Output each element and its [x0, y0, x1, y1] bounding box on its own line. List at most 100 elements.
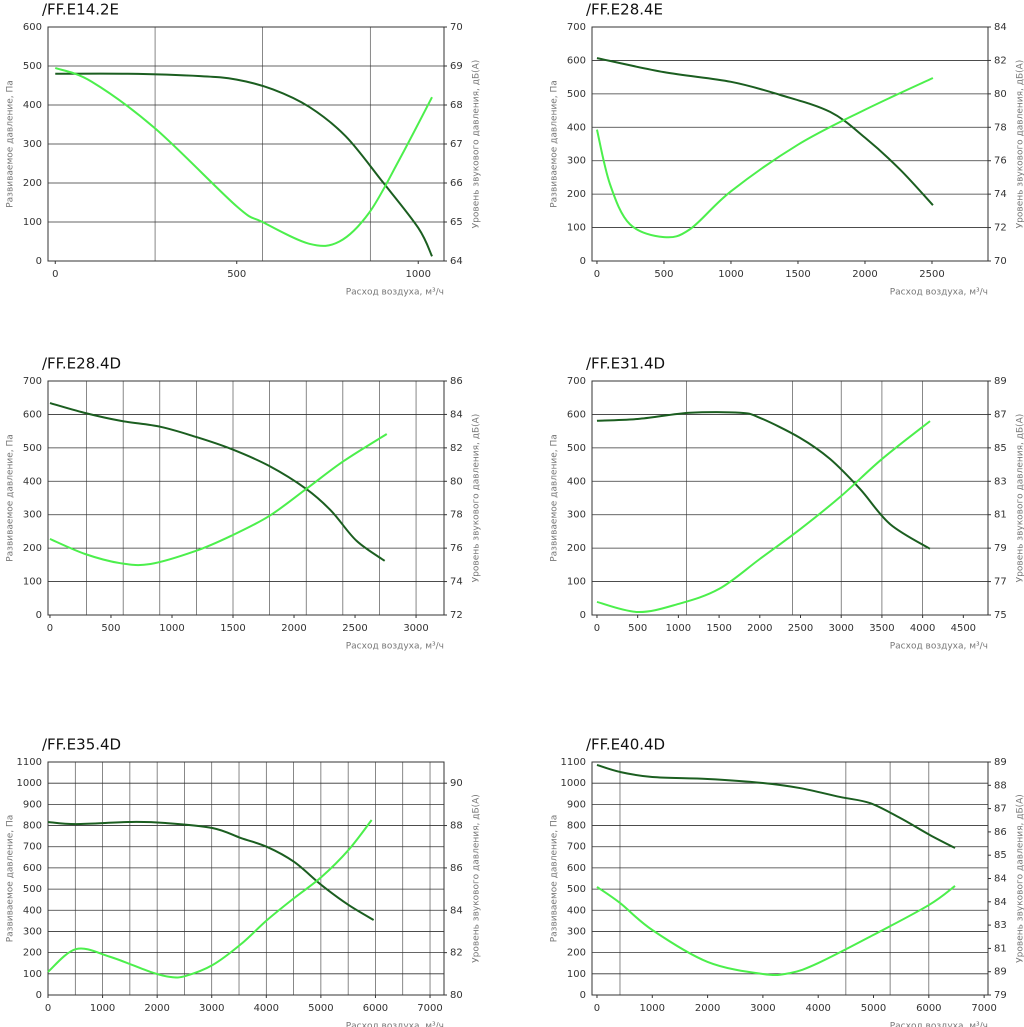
y2-tick-label: 78 — [450, 510, 463, 521]
x-tick-label: 3000 — [199, 1003, 224, 1014]
y2-axis-label: Уровень звукового давления, дБ(А) — [472, 60, 482, 229]
y-tick-label: 100 — [567, 969, 586, 980]
x-tick-label: 3000 — [403, 623, 428, 634]
x-tick-label: 1500 — [706, 623, 731, 634]
y-tick-label: 400 — [23, 476, 42, 487]
plot-frame — [47, 26, 445, 262]
y2-axis-label: Уровень звукового давления, дБ(А) — [1016, 414, 1024, 583]
y2-axis-label: Уровень звукового давления, дБ(А) — [472, 414, 482, 583]
y2-tick-label: 75 — [994, 610, 1007, 621]
y2-tick-label: 81 — [994, 510, 1007, 521]
plot-frame — [591, 26, 989, 262]
y-tick-label: 500 — [23, 443, 42, 454]
x-tick-label: 1000 — [666, 623, 691, 634]
y2-tick-label: 76 — [450, 543, 463, 554]
chart-title: /FF.E28.4D — [42, 355, 121, 373]
data-line — [595, 77, 934, 239]
y-tick-label: 100 — [23, 969, 42, 980]
chart-title: /FF.E28.4E — [586, 1, 663, 19]
y-tick-label: 100 — [23, 217, 42, 228]
y2-tick-label: 87 — [994, 409, 1007, 420]
y-tick-label: 300 — [567, 156, 586, 167]
y2-tick-label: 87 — [994, 804, 1007, 815]
data-line — [596, 420, 931, 613]
x-axis-label: Расход воздуха, м³/ч — [346, 288, 444, 298]
data-line — [596, 885, 956, 977]
x-axis-label: Расход воздуха, м³/ч — [346, 1022, 444, 1027]
x-tick-label: 1000 — [90, 1003, 115, 1014]
y2-tick-label: 90 — [450, 778, 463, 789]
x-tick-label: 2000 — [747, 623, 772, 634]
x-tick-label: 0 — [52, 269, 58, 280]
y2-tick-label: 86 — [994, 827, 1007, 838]
y-tick-label: 200 — [567, 189, 586, 200]
y-tick-label: 400 — [23, 100, 42, 111]
y-tick-label: 700 — [567, 842, 586, 853]
y2-axis-label: Уровень звукового давления, дБ(А) — [1016, 60, 1024, 229]
y2-tick-label: 83 — [994, 920, 1007, 931]
x-tick-label: 0 — [45, 1003, 51, 1014]
chart-title: /FF.E40.4D — [586, 736, 665, 754]
y2-tick-label: 67 — [450, 139, 463, 150]
y2-tick-label: 84 — [994, 897, 1007, 908]
y2-tick-label: 68 — [450, 100, 463, 111]
y-tick-label: 900 — [567, 799, 586, 810]
x-tick-label: 0 — [594, 269, 600, 280]
y2-tick-label: 83 — [994, 476, 1007, 487]
y-tick-label: 0 — [36, 990, 42, 1001]
x-tick-label: 4000 — [254, 1003, 279, 1014]
y2-tick-label: 89 — [994, 376, 1007, 387]
x-tick-label: 3000 — [828, 623, 853, 634]
x-tick-label: 0 — [594, 1003, 600, 1014]
y-tick-label: 500 — [567, 89, 586, 100]
x-tick-label: 0 — [47, 623, 53, 634]
x-tick-label: 1000 — [718, 269, 743, 280]
y2-tick-label: 79 — [994, 990, 1007, 1001]
y-tick-label: 200 — [23, 543, 42, 554]
plot-frame — [47, 761, 445, 996]
y2-tick-label: 82 — [450, 443, 463, 454]
y2-tick-label: 84 — [450, 905, 463, 916]
y-tick-label: 700 — [23, 376, 42, 387]
x-tick-label: 500 — [628, 623, 647, 634]
y-axis-label: Развиваемое давление, Па — [6, 815, 16, 943]
y2-axis-label: Уровень звукового давления, дБ(А) — [1016, 794, 1024, 963]
y-tick-label: 500 — [567, 443, 586, 454]
x-tick-label: 7000 — [417, 1003, 442, 1014]
y2-tick-label: 70 — [450, 22, 463, 33]
y2-tick-label: 72 — [450, 610, 463, 621]
x-tick-label: 2000 — [144, 1003, 169, 1014]
y-tick-label: 0 — [36, 610, 42, 621]
y2-tick-label: 66 — [450, 178, 463, 189]
y2-tick-label: 80 — [450, 990, 463, 1001]
y-tick-label: 700 — [567, 22, 586, 33]
y-tick-label: 400 — [23, 905, 42, 916]
y-axis-label: Развиваемое давление, Па — [550, 815, 560, 943]
y2-tick-label: 86 — [450, 863, 463, 874]
y2-tick-label: 72 — [994, 223, 1007, 234]
y-tick-label: 1000 — [17, 778, 42, 789]
y-tick-label: 100 — [567, 577, 586, 588]
x-axis-label: Расход воздуха, м³/ч — [890, 1022, 988, 1027]
chart-title: /FF.E14.2E — [42, 1, 119, 19]
y2-tick-label: 82 — [450, 948, 463, 959]
y-tick-label: 100 — [23, 577, 42, 588]
y2-tick-label: 80 — [450, 476, 463, 487]
y-tick-label: 900 — [23, 799, 42, 810]
x-tick-label: 0 — [594, 623, 600, 634]
y2-tick-label: 76 — [994, 156, 1007, 167]
y-tick-label: 1100 — [561, 757, 586, 768]
x-tick-label: 2500 — [788, 623, 813, 634]
y2-tick-label: 84 — [450, 409, 463, 420]
x-tick-label: 2000 — [695, 1003, 720, 1014]
y-tick-label: 200 — [567, 948, 586, 959]
y-tick-label: 0 — [580, 990, 586, 1001]
data-line — [49, 402, 386, 562]
x-tick-label: 6000 — [363, 1003, 388, 1014]
y-tick-label: 700 — [23, 842, 42, 853]
x-tick-label: 1500 — [220, 623, 245, 634]
x-axis-label: Расход воздуха, м³/ч — [890, 288, 988, 298]
y2-tick-label: 78 — [994, 122, 1007, 133]
y2-tick-label: 65 — [450, 217, 463, 228]
y2-tick-label: 84 — [994, 22, 1007, 33]
